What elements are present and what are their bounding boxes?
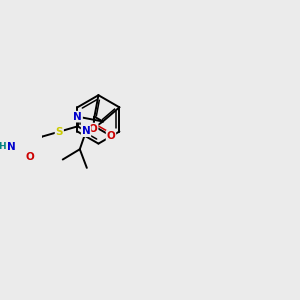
Text: N: N bbox=[7, 142, 16, 152]
Text: H: H bbox=[0, 142, 6, 151]
Text: N: N bbox=[82, 126, 90, 136]
Text: N: N bbox=[73, 112, 82, 122]
Text: O: O bbox=[106, 131, 116, 141]
Text: O: O bbox=[89, 124, 98, 134]
Text: S: S bbox=[56, 127, 63, 136]
Text: O: O bbox=[25, 152, 34, 163]
